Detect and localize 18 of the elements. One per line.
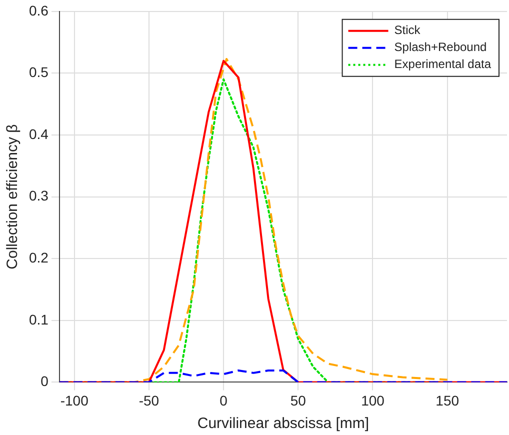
x-tick-label: -50 [138,392,160,408]
y-tick-label: 0.1 [28,311,49,328]
y-axis-title: Collection efficiency β [4,124,22,270]
y-tick-label: 0.2 [28,249,49,266]
legend-label: Stick [394,23,422,38]
legend-label: Experimental data [394,57,492,72]
x-tick-label: 150 [436,392,460,408]
x-tick-label: 50 [290,392,306,408]
x-tick-label: 0 [220,392,228,408]
y-tick-label: 0.4 [28,126,49,142]
y-tick-label: 0 [40,373,49,390]
y-tick-label: 0.6 [28,2,49,18]
x-tick-label: -100 [60,392,89,408]
x-tick-label: 100 [361,392,385,408]
y-tick-label: 0.3 [28,188,49,204]
x-axis-title: Curvilinear abscissa [mm] [197,415,370,432]
legend-label: Splash+Rebound [394,40,487,54]
y-tick-label: 0.5 [28,64,49,80]
